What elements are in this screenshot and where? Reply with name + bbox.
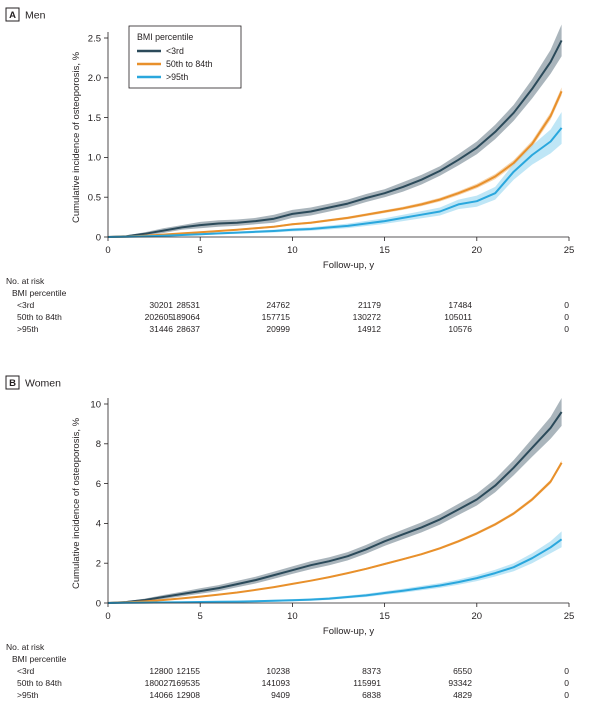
- risk-cell: 14912: [357, 324, 381, 334]
- risk-cell: 0: [564, 678, 569, 688]
- y-tick-label: 6: [96, 479, 101, 490]
- risk-table-header: No. at risk: [6, 276, 45, 286]
- risk-cell: 6838: [362, 690, 381, 700]
- risk-cell: 0: [564, 324, 569, 334]
- x-tick-label: 10: [287, 245, 298, 256]
- panel-letter-box: [5, 375, 20, 390]
- legend-label-1: 50th to 84th: [166, 59, 213, 69]
- risk-table-group-label: BMI percentile: [12, 654, 67, 664]
- y-tick-label: 10: [90, 399, 101, 410]
- ci-band-1: [108, 87, 562, 238]
- risk-cell: 130272: [353, 312, 382, 322]
- risk-cell: 30201: [149, 300, 173, 310]
- x-tick-label: 15: [379, 245, 390, 256]
- panel-letter: B: [9, 378, 16, 389]
- y-tick-label: 4: [96, 519, 101, 530]
- risk-cell: 28637: [176, 324, 200, 334]
- risk-cell: 24762: [266, 300, 290, 310]
- series-line-2: [107, 538, 563, 604]
- risk-cell: 12800: [149, 666, 173, 676]
- risk-cell: 6550: [453, 666, 472, 676]
- series-line-0: [107, 39, 563, 238]
- panel-letter: A: [9, 10, 16, 21]
- series-line-2: [107, 127, 563, 238]
- x-tick-label: 20: [472, 611, 483, 622]
- risk-row-label: <3rd: [17, 666, 35, 676]
- panel-title: Men: [25, 10, 46, 22]
- x-tick-label: 20: [472, 245, 483, 256]
- risk-cell: 0: [564, 300, 569, 310]
- risk-cell: 169535: [172, 678, 201, 688]
- risk-cell: 12908: [176, 690, 200, 700]
- risk-row-label: 50th to 84th: [17, 678, 62, 688]
- risk-cell: 93342: [448, 678, 472, 688]
- ci-band-0: [108, 398, 562, 603]
- risk-cell: 17484: [448, 300, 472, 310]
- risk-table-group-label: BMI percentile: [12, 288, 67, 298]
- x-tick-label: 0: [105, 611, 110, 622]
- risk-cell: 0: [564, 666, 569, 676]
- x-tick-label: 10: [287, 611, 298, 622]
- y-tick-label: 0: [96, 232, 101, 243]
- series-line-1: [107, 462, 563, 604]
- risk-cell: 10576: [448, 324, 472, 334]
- risk-cell: 9409: [271, 690, 290, 700]
- risk-cell: 21179: [358, 300, 381, 310]
- risk-row-label: <3rd: [17, 300, 35, 310]
- risk-cell: 12155: [176, 666, 200, 676]
- risk-row-label: >95th: [17, 690, 39, 700]
- x-tick-label: 25: [564, 245, 575, 256]
- risk-cell: 10238: [266, 666, 290, 676]
- risk-cell: 4829: [453, 690, 472, 700]
- ci-band-2: [108, 112, 562, 237]
- y-axis-label: Cumulative incidence of osteoporosis, %: [71, 417, 82, 589]
- y-tick-label: 2.0: [88, 73, 101, 84]
- risk-cell: 141093: [262, 678, 291, 688]
- risk-cell: 115991: [353, 678, 381, 688]
- y-axis-label: Cumulative incidence of osteoporosis, %: [71, 51, 82, 223]
- legend-title: BMI percentile: [137, 32, 193, 42]
- risk-cell: 180027: [145, 678, 174, 688]
- risk-row-label: >95th: [17, 324, 39, 334]
- x-tick-label: 0: [105, 245, 110, 256]
- y-tick-label: 2: [96, 559, 101, 570]
- panel-title: Women: [25, 378, 61, 390]
- risk-cell: 28531: [176, 300, 200, 310]
- risk-cell: 105011: [444, 312, 472, 322]
- y-tick-label: 8: [96, 439, 101, 450]
- y-tick-label: 1.0: [88, 153, 101, 164]
- risk-cell: 31446: [149, 324, 173, 334]
- x-axis-label: Follow-up, y: [323, 260, 374, 271]
- risk-cell: 189064: [172, 312, 201, 322]
- x-tick-label: 25: [564, 611, 575, 622]
- panel-a: A Men 0 0.5 1.0 1.5 2.0 2.5 0 5 10 15 20 25 Follow-up,…: [5, 7, 575, 334]
- series-line-1: [107, 90, 563, 238]
- x-tick-label: 15: [379, 611, 390, 622]
- risk-cell: 0: [564, 690, 569, 700]
- risk-row-label: 50th to 84th: [17, 312, 62, 322]
- x-axis-label: Follow-up, y: [323, 626, 374, 637]
- legend-label-0: <3rd: [166, 46, 184, 56]
- y-tick-label: 0.5: [88, 193, 101, 204]
- series-line-0: [107, 411, 563, 604]
- y-tick-label: 1.5: [88, 113, 101, 124]
- risk-cell: 8373: [362, 666, 381, 676]
- risk-cell: 20999: [266, 324, 290, 334]
- risk-table-header: No. at risk: [6, 642, 45, 652]
- x-tick-label: 5: [198, 245, 203, 256]
- risk-cell: 14066: [149, 690, 173, 700]
- risk-cell: 202605: [145, 312, 174, 322]
- risk-cell: 157715: [262, 312, 291, 322]
- x-tick-label: 5: [198, 611, 203, 622]
- legend-label-2: >95th: [166, 72, 188, 82]
- risk-cell: 0: [564, 312, 569, 322]
- panel-b: B Women 0 2 4 6 8 10 0 5 10 15 20 25 Follow-up, y Cumul…: [5, 375, 575, 700]
- y-tick-label: 0: [96, 598, 101, 609]
- y-tick-label: 2.5: [88, 33, 101, 44]
- panel-letter-box: [5, 7, 20, 22]
- ci-band-2: [108, 531, 562, 603]
